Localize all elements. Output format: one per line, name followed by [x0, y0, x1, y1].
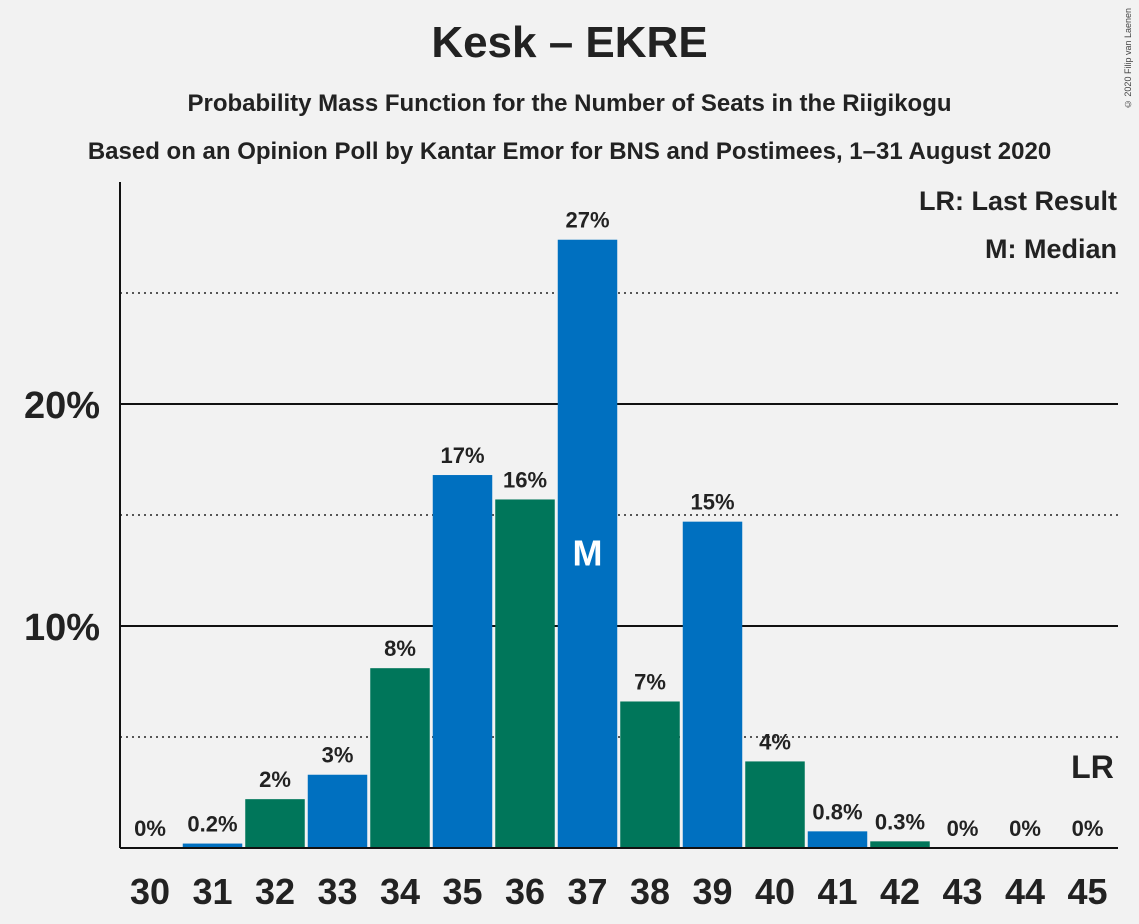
- value-label-40: 4%: [759, 729, 791, 754]
- x-tick-label-36: 36: [505, 871, 545, 912]
- value-label-42: 0.3%: [875, 809, 925, 834]
- value-label-43: 0%: [947, 816, 979, 841]
- x-tick-label-35: 35: [442, 871, 482, 912]
- x-tick-label-31: 31: [192, 871, 232, 912]
- x-tick-label-39: 39: [692, 871, 732, 912]
- x-tick-label-33: 33: [317, 871, 357, 912]
- bar-38: [620, 701, 680, 848]
- gridlines: [120, 292, 1118, 738]
- value-label-44: 0%: [1009, 816, 1041, 841]
- bar-31: [182, 843, 243, 848]
- x-tick-label-42: 42: [880, 871, 920, 912]
- value-label-34: 8%: [384, 636, 416, 661]
- value-label-30: 0%: [134, 816, 166, 841]
- bars: [182, 239, 930, 849]
- value-labels: 0% 0.2% 2% 3% 8% 17% 16% 27% 7% 15% 4% 0.8% 0.3% 0% 0%…: [134, 208, 1103, 841]
- bar-33: [307, 774, 368, 848]
- value-label-35: 17%: [440, 443, 484, 468]
- value-label-45: 0%: [1072, 816, 1104, 841]
- value-label-31: 0.2%: [187, 812, 237, 837]
- chart-source: Based on an Opinion Poll by Kantar Emor …: [87, 138, 1052, 165]
- x-tick-label-38: 38: [630, 871, 670, 912]
- y-tick-label: 20%: [24, 385, 100, 427]
- y-tick-label: 10%: [24, 607, 100, 649]
- bar-41: [807, 831, 868, 848]
- bar-32: [245, 799, 305, 848]
- bar-40: [745, 761, 805, 848]
- value-label-32: 2%: [259, 767, 291, 792]
- bar-37: [557, 239, 618, 849]
- value-label-39: 15%: [690, 490, 734, 515]
- x-tick-label-32: 32: [255, 871, 295, 912]
- value-label-37: 27%: [565, 208, 609, 233]
- value-label-41: 0.8%: [812, 799, 862, 824]
- x-tick-label-34: 34: [380, 871, 420, 912]
- x-tick-label-30: 30: [130, 871, 170, 912]
- x-tick-labels: 30 31 32 33 34 35 36 37 38 39 40 41 42 43 44 45: [130, 871, 1108, 912]
- bar-36: [495, 499, 555, 848]
- bar-39: [682, 521, 743, 848]
- chart-title: Kesk – EKRE: [431, 18, 708, 67]
- legend: LR: Last Result M: Median: [919, 186, 1117, 264]
- value-label-36: 16%: [503, 467, 547, 492]
- x-tick-label-43: 43: [942, 871, 982, 912]
- bar-34: [370, 668, 430, 848]
- bar-42: [870, 841, 930, 848]
- y-tick-labels: 10% 20%: [24, 385, 100, 649]
- median-marker: M: [573, 533, 603, 574]
- x-tick-label-40: 40: [755, 871, 795, 912]
- x-tick-label-41: 41: [817, 871, 857, 912]
- markers: M LR: [573, 533, 1114, 785]
- value-label-38: 7%: [634, 669, 666, 694]
- x-tick-label-44: 44: [1005, 871, 1045, 912]
- x-tick-label-45: 45: [1067, 871, 1107, 912]
- chart-subtitle: Probability Mass Function for the Number…: [187, 90, 952, 117]
- value-label-33: 3%: [322, 743, 354, 768]
- bar-35: [432, 475, 493, 848]
- legend-entry: LR: Last Result: [919, 186, 1117, 216]
- x-tick-label-37: 37: [567, 871, 607, 912]
- last-result-marker: LR: [1071, 749, 1114, 785]
- legend-entry: M: Median: [985, 234, 1117, 264]
